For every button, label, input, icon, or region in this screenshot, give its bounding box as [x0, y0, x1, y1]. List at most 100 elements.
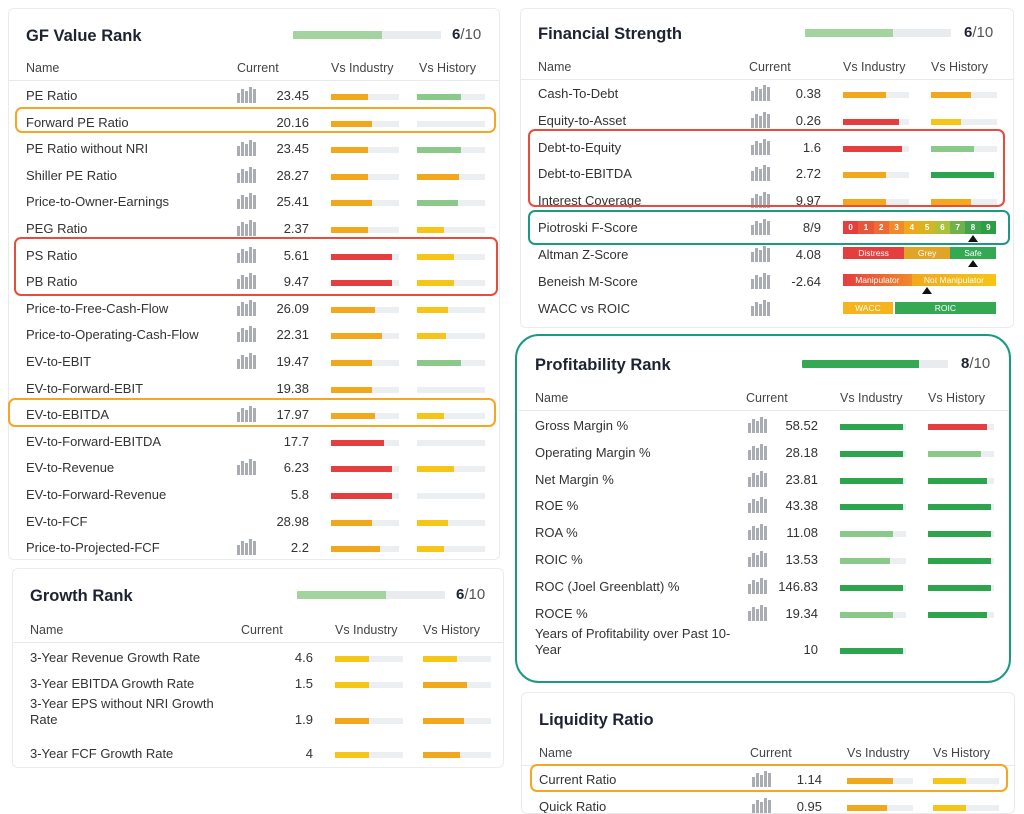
table-row[interactable]: ROCE % 19.34	[518, 600, 1008, 627]
table-row[interactable]: Equity-to-Asset 0.26	[521, 107, 1013, 134]
table-row[interactable]: ROA % 11.08	[518, 519, 1008, 546]
table-row[interactable]: PE Ratio 23.45	[9, 82, 499, 109]
sparkline-icon[interactable]	[752, 798, 772, 813]
table-row[interactable]: Interest Coverage 9.97	[521, 187, 1013, 214]
rank-bar-fill	[293, 31, 382, 39]
sparkline-icon[interactable]	[751, 300, 771, 316]
table-row[interactable]: PEG Ratio 2.37	[9, 215, 499, 242]
sparkline-icon[interactable]	[748, 551, 768, 567]
sparkline-icon[interactable]	[751, 246, 771, 262]
table-row[interactable]: Quick Ratio 0.95	[522, 793, 1014, 813]
table-row[interactable]: Price-to-Projected-FCF 2.2	[9, 534, 499, 559]
table-row[interactable]: PE Ratio without NRI 23.45	[9, 135, 499, 162]
sparkline-icon[interactable]	[237, 166, 257, 183]
table-row[interactable]: ROC (Joel Greenblatt) % 146.83	[518, 573, 1008, 600]
table-row[interactable]: Piotroski F-Score 8/9 0 1 2 3 4 5 6 7 8 9	[521, 214, 1013, 242]
sparkline-icon[interactable]	[751, 111, 771, 128]
sparkline-icon[interactable]	[237, 220, 257, 236]
vs-industry-bar	[840, 558, 906, 564]
sparkline-bar	[237, 252, 240, 263]
table-row[interactable]: PS Ratio 5.61	[9, 242, 499, 269]
vs-industry-bar-fill	[331, 519, 372, 526]
table-row[interactable]: EV-to-Revenue 6.23	[9, 454, 499, 481]
profitability-rank-card: Profitability Rank 8/10 Name Current Vs …	[518, 340, 1008, 680]
sparkline-icon[interactable]	[237, 326, 257, 343]
sparkline-icon[interactable]	[237, 299, 257, 316]
sparkline-icon[interactable]	[748, 604, 768, 621]
table-row[interactable]: EV-to-Forward-EBITDA 17.7	[9, 428, 499, 455]
sparkline-bar	[237, 93, 240, 103]
col-current: Current	[746, 391, 788, 405]
sparkline-icon[interactable]	[237, 353, 257, 369]
sparkline-icon[interactable]	[751, 85, 771, 101]
sparkline-icon[interactable]	[237, 406, 257, 423]
table-row[interactable]: Cash-To-Debt 0.38	[521, 80, 1013, 107]
table-row[interactable]: Price-to-Free-Cash-Flow 26.09	[9, 295, 499, 322]
sparkline-bar	[748, 583, 751, 594]
sparkline-icon[interactable]	[751, 165, 771, 182]
table-row[interactable]: EV-to-EBITDA 17.97	[9, 401, 499, 428]
sparkline-bar	[241, 328, 244, 343]
table-row[interactable]: EV-to-Forward-EBIT 19.38	[9, 375, 499, 402]
vs-history-bar	[928, 424, 994, 430]
vs-industry-bar	[331, 200, 399, 207]
sparkline-icon[interactable]	[751, 219, 771, 235]
table-row[interactable]: ROE % 43.38	[518, 492, 1008, 519]
sparkline-icon[interactable]	[237, 193, 257, 210]
sparkline-icon[interactable]	[237, 459, 257, 476]
table-row[interactable]: 3-Year EBITDA Growth Rate 1.5	[13, 670, 503, 696]
table-row[interactable]: Beneish M-Score -2.64 Manipulator Not Manip…	[521, 268, 1013, 295]
vs-history-bar-fill	[931, 145, 974, 152]
sparkline-bar	[763, 85, 766, 101]
table-row[interactable]: Price-to-Operating-Cash-Flow 22.31	[9, 321, 499, 348]
sparkline-icon[interactable]	[237, 246, 257, 263]
table-row[interactable]: EV-to-EBIT 19.47	[9, 348, 499, 375]
sparkline-bar	[751, 144, 754, 155]
rank-bar	[805, 29, 951, 37]
table-row[interactable]: 3-Year Revenue Growth Rate 4.6	[13, 644, 503, 670]
sparkline-icon[interactable]	[748, 443, 768, 460]
sparkline-icon[interactable]	[748, 470, 768, 487]
sparkline-icon[interactable]	[751, 273, 771, 289]
table-row[interactable]: Debt-to-EBITDA 2.72	[521, 160, 1013, 187]
sparkline-bar	[245, 357, 248, 369]
table-row[interactable]: Shiller PE Ratio 28.27	[9, 162, 499, 189]
sparkline-icon[interactable]	[748, 524, 768, 541]
sparkline-icon[interactable]	[748, 577, 768, 594]
table-row[interactable]: Forward PE Ratio 20.16	[9, 109, 499, 136]
table-row[interactable]: Years of Profitability over Past 10-Year…	[518, 626, 1008, 666]
sparkline-icon[interactable]	[237, 273, 257, 290]
sparkline-icon[interactable]	[237, 539, 257, 556]
sparkline-icon[interactable]	[752, 771, 772, 787]
vs-industry-bar	[840, 450, 906, 457]
table-row[interactable]: EV-to-Forward-Revenue 5.8	[9, 481, 499, 508]
vs-industry-bar-fill	[840, 558, 890, 564]
table-row[interactable]: 3-Year EPS without NRI Growth Rate 1.9	[13, 696, 503, 740]
table-row[interactable]: Gross Margin % 58.52	[518, 412, 1008, 439]
sparkline-bar	[249, 273, 252, 290]
table-row[interactable]: Net Margin % 23.81	[518, 466, 1008, 493]
sparkline-bar	[767, 167, 770, 182]
f-score-cell: 6	[934, 221, 951, 234]
sparkline-bar	[245, 91, 248, 103]
sparkline-icon[interactable]	[237, 87, 257, 103]
table-row[interactable]: EV-to-FCF 28.98	[9, 508, 499, 535]
table-row[interactable]: Current Ratio 1.14	[522, 766, 1014, 793]
table-row[interactable]: Debt-to-Equity 1.6	[521, 134, 1013, 161]
table-row[interactable]: WACC vs ROIC WACC ROIC	[521, 295, 1013, 322]
sparkline-bar	[249, 459, 252, 476]
vs-industry-bar	[840, 531, 906, 538]
table-row[interactable]: PB Ratio 9.47	[9, 268, 499, 295]
table-row[interactable]: Operating Margin % 28.18	[518, 439, 1008, 466]
table-row[interactable]: ROIC % 13.53	[518, 546, 1008, 573]
sparkline-icon[interactable]	[748, 417, 768, 433]
sparkline-icon[interactable]	[748, 497, 768, 514]
sparkline-icon[interactable]	[237, 140, 257, 157]
vs-history-bar-fill	[417, 360, 462, 366]
sparkline-icon[interactable]	[751, 138, 771, 155]
table-row[interactable]: Price-to-Owner-Earnings 25.41	[9, 188, 499, 215]
sparkline-bar	[748, 503, 751, 514]
sparkline-icon[interactable]	[751, 192, 771, 209]
table-row[interactable]: 3-Year FCF Growth Rate 4	[13, 740, 503, 766]
table-row[interactable]: Altman Z-Score 4.08 Distress Grey Safe	[521, 241, 1013, 268]
